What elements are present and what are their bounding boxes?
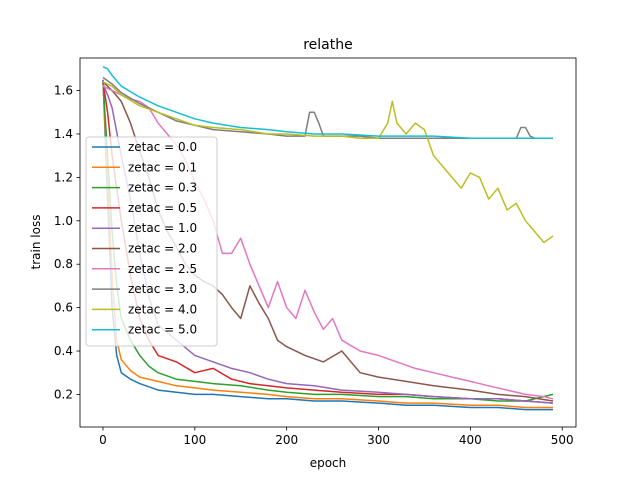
legend-label-5: zetac = 2.0 (128, 242, 197, 256)
x-tick-label: 200 (275, 433, 298, 447)
y-tick-label: 0.6 (54, 301, 73, 315)
x-tick-label: 300 (367, 433, 390, 447)
legend-label-1: zetac = 0.1 (128, 160, 197, 174)
x-axis-label: epoch (310, 456, 347, 470)
series-line-0 (102, 79, 553, 411)
legend-label-0: zetac = 0.0 (128, 140, 197, 154)
y-tick-label: 0.4 (54, 344, 73, 358)
legend-label-6: zetac = 2.5 (128, 262, 197, 276)
legend-label-9: zetac = 5.0 (128, 323, 197, 337)
x-axis-ticks: 0 100 200 300 400 500 (99, 427, 574, 447)
series-line-9 (102, 66, 553, 140)
chart-title: relathe (303, 37, 353, 53)
y-axis-label: train loss (29, 215, 43, 270)
y-tick-label: 1.6 (54, 84, 73, 98)
x-tick-label: 500 (551, 433, 574, 447)
x-tick-label: 100 (183, 433, 206, 447)
x-tick-label: 400 (459, 433, 482, 447)
series-line-6 (102, 85, 554, 400)
series-line-1 (102, 81, 553, 409)
y-tick-label: 0.2 (54, 387, 73, 401)
legend-label-4: zetac = 1.0 (128, 221, 197, 235)
y-axis-ticks: 0.2 0.4 0.6 0.8 1.0 1.2 1.4 1.6 (54, 84, 80, 401)
x-tick-label: 0 (99, 433, 107, 447)
series-line-8 (102, 81, 554, 244)
y-tick-label: 1.2 (54, 170, 73, 184)
legend-label-3: zetac = 0.5 (128, 201, 197, 215)
y-tick-label: 0.8 (54, 257, 73, 271)
legend: zetac = 0.0 zetac = 0.1 zetac = 0.3 zetac =… (85, 136, 218, 347)
y-tick-label: 1.0 (54, 214, 73, 228)
legend-label-2: zetac = 0.3 (128, 181, 197, 195)
legend-box (85, 136, 218, 347)
legend-label-7: zetac = 3.0 (128, 282, 197, 296)
legend-label-8: zetac = 4.0 (128, 302, 197, 316)
axes-frame (79, 57, 577, 428)
y-tick-label: 1.4 (54, 127, 73, 141)
series-line-7 (102, 76, 553, 140)
